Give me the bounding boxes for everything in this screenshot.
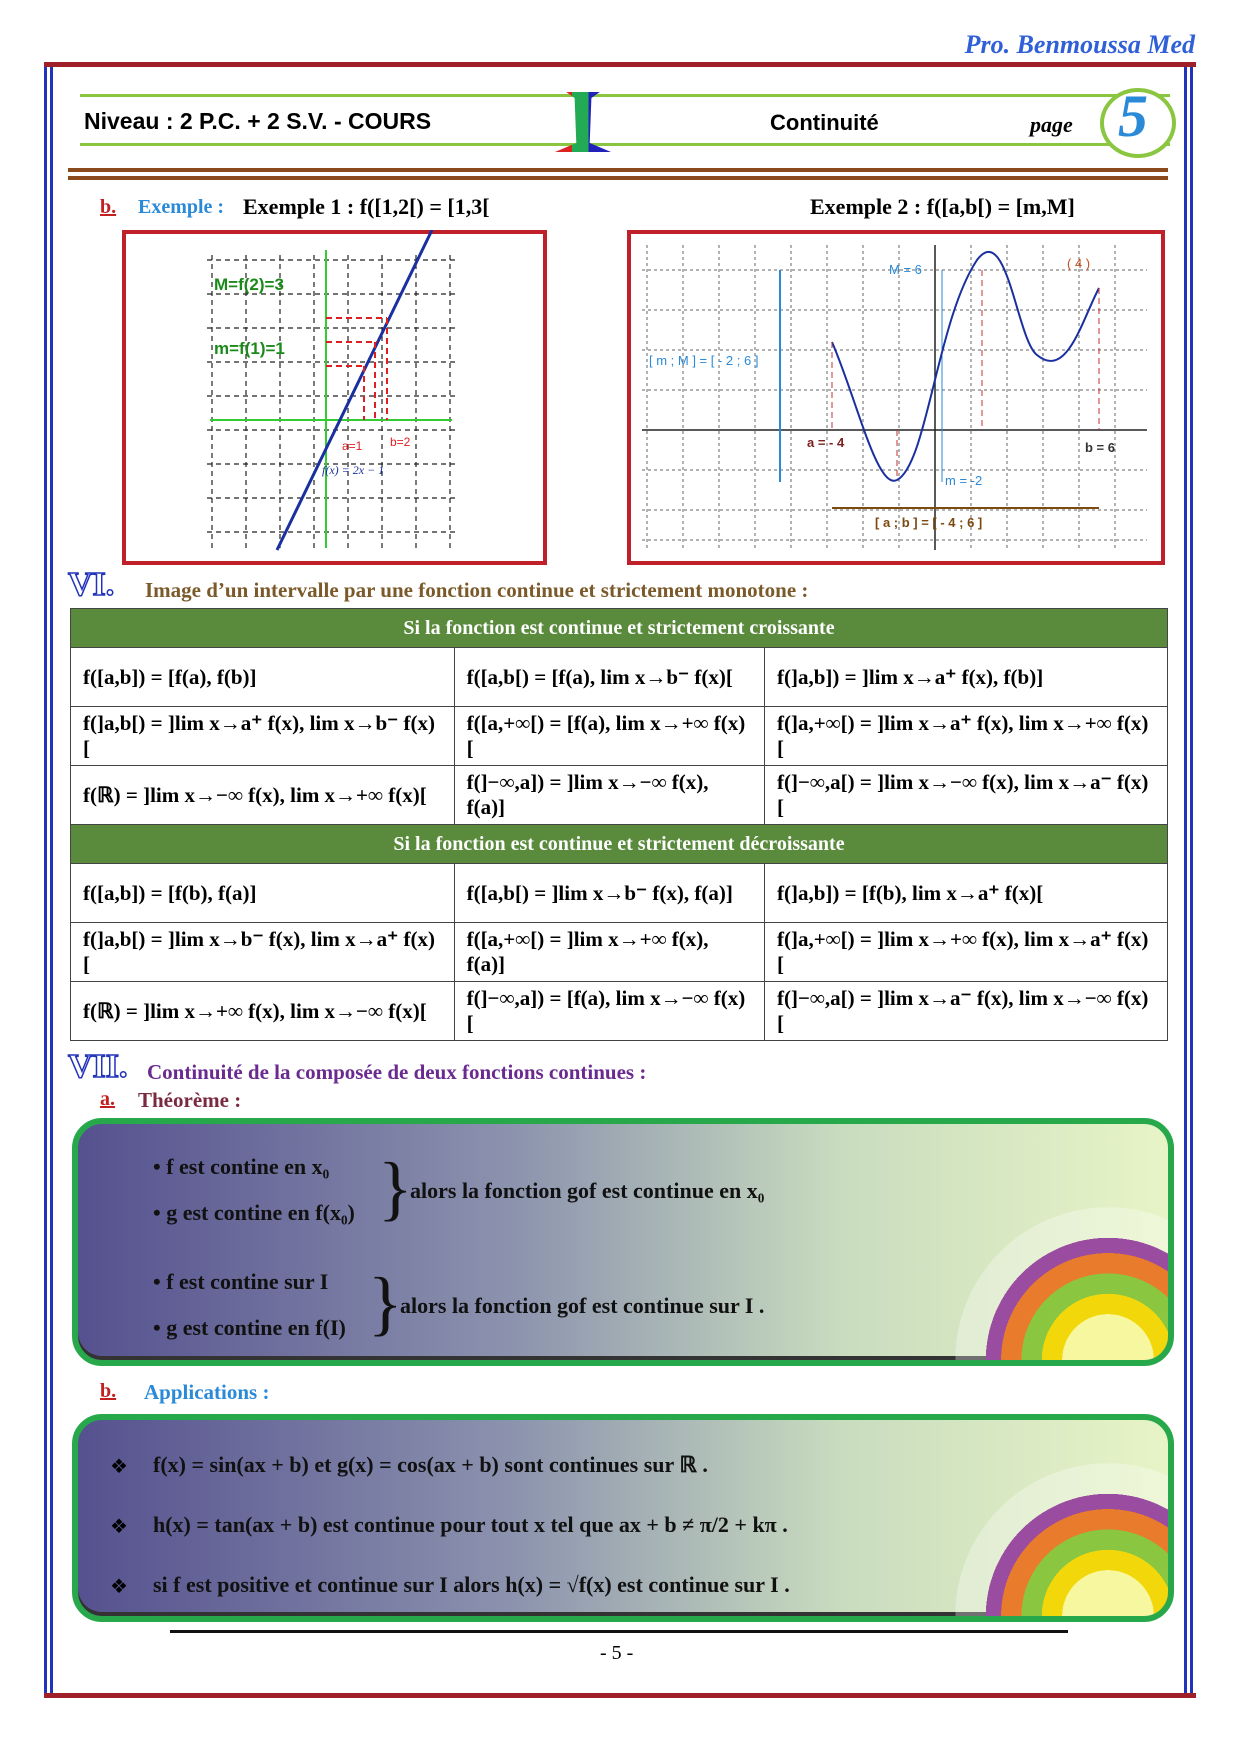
curve	[831, 250, 1100, 482]
formula-cell: f(]a,b[) = ]lim x→b⁻ f(x), lim x→a⁺ f(x)…	[70, 922, 455, 982]
section-title: Image d’un intervalle par une fonction c…	[145, 578, 809, 602]
header-line	[80, 143, 1170, 146]
formula-table: Si la fonction est continue et stricteme…	[70, 608, 1169, 1041]
conclusion: alors la fonction gof est continue sur I…	[400, 1293, 765, 1318]
graph-label: M = 6	[889, 262, 922, 277]
formula-cell: f(]a,b[) = ]lim x→a⁺ f(x), lim x→b⁻ f(x)…	[70, 706, 455, 766]
graph-label: M=f(2)=3	[214, 275, 284, 294]
function-line	[275, 230, 434, 551]
application: si f est positive et continue sur I alor…	[153, 1572, 790, 1597]
formula-cell: f(]a,+∞[) = ]lim x→+∞ f(x), lim x→a⁺ f(x…	[763, 922, 1169, 982]
guides	[831, 270, 1100, 480]
marker: b.	[100, 1380, 117, 1402]
formula-cell: f([a,b[) = ]lim x→b⁻ f(x), f(a)]	[453, 863, 765, 923]
frame-left	[44, 67, 47, 1693]
formula-cell: f(]a,b]) = [f(b), lim x→a⁺ f(x)[	[763, 863, 1169, 923]
divider	[68, 168, 1168, 172]
frame-bottom	[44, 1693, 1196, 1698]
formula-cell: f([a,+∞[) = [f(a), lim x→+∞ f(x)[	[453, 706, 765, 766]
graph-label: b=2	[390, 435, 411, 449]
brace: }	[378, 1148, 413, 1228]
theorem-label: Théorème :	[138, 1088, 242, 1112]
level: Niveau : 2 P.C. + 2 S.V. - COURS	[84, 108, 432, 134]
header-line	[80, 94, 1170, 97]
author: Pro. Benmoussa Med	[964, 30, 1195, 59]
formula-cell: f(]−∞,a[) = ]lim x→a⁻ f(x), lim x→−∞ f(x…	[763, 981, 1169, 1041]
theorem-box: • f est contine en x₀ • g est contine en…	[72, 1118, 1174, 1366]
formula-cell: f(]−∞,a]) = ]lim x→−∞ f(x), f(a)]	[453, 765, 765, 825]
graph-label: a=1	[342, 439, 363, 453]
formula-cell: f(]a,+∞[) = ]lim x→a⁺ f(x), lim x→+∞ f(x…	[763, 706, 1169, 766]
formula-cell: f([a,b[) = [f(a), lim x→b⁻ f(x)[	[453, 647, 765, 707]
table-row: f(]a,b[) = ]lim x→a⁺ f(x), lim x→b⁻ f(x)…	[70, 706, 1169, 766]
formula-cell: f(ℝ) = ]lim x→+∞ f(x), lim x→−∞ f(x)[	[70, 981, 455, 1041]
guides	[326, 317, 388, 420]
graph-1: M=f(2)=3 m=f(1)=1 a=1 b=2 f(x) = 2x − 1	[122, 230, 547, 565]
conclusion: alors la fonction gof est continue en x₀	[410, 1178, 765, 1203]
application: h(x) = tan(ax + b) est continue pour tou…	[153, 1512, 788, 1537]
table-row: f(]a,b[) = ]lim x→b⁻ f(x), lim x→a⁺ f(x)…	[70, 922, 1169, 982]
footer-line	[170, 1630, 1068, 1633]
condition: • f est contine sur I	[153, 1269, 329, 1294]
table-row: Si la fonction est continue et stricteme…	[70, 824, 1168, 864]
formula-cell: f([a,+∞[) = ]lim x→+∞ f(x), f(a)]	[453, 922, 765, 982]
formula-cell: f(]−∞,a[) = ]lim x→−∞ f(x), lim x→a⁻ f(x…	[763, 765, 1169, 825]
table-row: f(ℝ) = ]lim x→−∞ f(x), lim x→+∞ f(x)[f(]…	[70, 765, 1169, 825]
example-1: Exemple 1 : f([1,2[) = [1,3[	[243, 194, 490, 219]
formula-cell: f(ℝ) = ]lim x→−∞ f(x), lim x→+∞ f(x)[	[70, 765, 455, 825]
graph-frame	[122, 230, 547, 565]
section-number: VI.	[67, 565, 115, 604]
formula-cell: f(]−∞,a]) = [f(a), lim x→−∞ f(x)[	[453, 981, 765, 1041]
graph-label: ( 4 )	[1067, 256, 1090, 271]
table-header: Si la fonction est continue et stricteme…	[70, 824, 1168, 864]
table-row: f([a,b]) = [f(b), f(a)] f([a,b[) = ]lim x…	[70, 863, 1169, 923]
decoration	[928, 1180, 1168, 1360]
condition: • g est contine en f(x₀)	[153, 1200, 355, 1225]
brace: }	[368, 1263, 403, 1343]
formula-cell: f(]a,b]) = ]lim x→a⁺ f(x), f(b)]	[763, 647, 1169, 707]
graph-label: m = -2	[945, 473, 982, 488]
graph-label: [ a ; b ] = [ - 4 ; 6 ]	[875, 515, 982, 530]
footer-page: - 5 -	[600, 1642, 634, 1664]
example-2: Exemple 2 : f([a,b[) = [m,M]	[810, 194, 1075, 219]
table-row: f([a,b]) = [f(a), f(b)] f([a,b[) = [f(a),…	[70, 647, 1169, 707]
section-title: Continuité de la composée de deux foncti…	[147, 1060, 647, 1084]
page-label: page	[1030, 112, 1073, 137]
graph-label: m=f(1)=1	[214, 339, 285, 358]
table-row: Si la fonction est continue et stricteme…	[70, 608, 1168, 648]
bullet: ❖	[110, 1516, 128, 1538]
grid	[642, 245, 1147, 550]
table-row: f(ℝ) = ]lim x→+∞ f(x), lim x→−∞ f(x)[f(]…	[70, 981, 1169, 1041]
page-number: 5	[1118, 83, 1148, 149]
marker: a.	[100, 1088, 115, 1110]
bullet: ❖	[110, 1576, 128, 1598]
condition: • f est contine en x₀	[153, 1154, 330, 1179]
example-label: Exemple :	[138, 196, 225, 218]
application: f(x) = sin(ax + b) et g(x) = cos(ax + b)…	[153, 1452, 708, 1477]
marker: b.	[100, 196, 117, 218]
formula-cell: f([a,b]) = [f(a), f(b)]	[70, 647, 455, 707]
page-badge	[1100, 88, 1176, 158]
topic: Continuité	[770, 110, 879, 135]
graph-label: b = 6	[1085, 440, 1115, 455]
graph-2: M = 6 ( 4 ) [ m ; M ] = [ - 2 ; 6 ] a = …	[627, 230, 1165, 565]
graph-label: f(x) = 2x − 1	[322, 463, 384, 477]
formula-cell: f([a,b]) = [f(b), f(a)]	[70, 863, 455, 923]
grid	[207, 255, 457, 548]
table-header: Si la fonction est continue et stricteme…	[70, 608, 1168, 648]
graph-label: a = - 4	[807, 435, 845, 450]
bullet: ❖	[110, 1456, 128, 1478]
applications-label: Applications :	[144, 1380, 270, 1404]
frame-top	[44, 62, 1196, 67]
graph-frame	[627, 230, 1165, 565]
section-number: VII.	[67, 1047, 128, 1086]
graph-label: [ m ; M ] = [ - 2 ; 6 ]	[649, 353, 758, 368]
condition: • g est contine en f(I)	[153, 1315, 346, 1340]
applications-box: ❖ f(x) = sin(ax + b) et g(x) = cos(ax + …	[72, 1414, 1174, 1622]
frame-right	[1190, 67, 1193, 1693]
decoration	[928, 1436, 1168, 1616]
